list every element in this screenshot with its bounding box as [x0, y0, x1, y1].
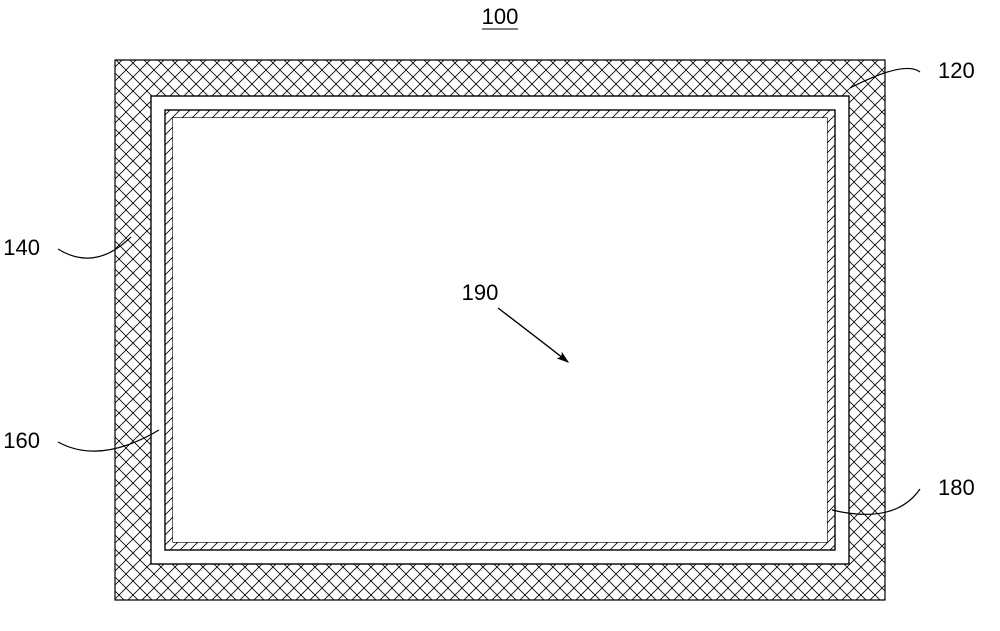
callout-label: 180: [938, 475, 975, 500]
callout-label: 160: [3, 428, 40, 453]
title-ref-label: 100: [482, 4, 519, 29]
center-callout-label: 190: [462, 280, 499, 305]
center-area: [173, 118, 827, 542]
technical-diagram: 100 190 120 140 160 180: [0, 0, 1000, 631]
callout-label: 120: [938, 58, 975, 83]
callout-label: 140: [3, 235, 40, 260]
callout: 140: [3, 235, 131, 260]
title-ref: 100: [482, 4, 519, 29]
